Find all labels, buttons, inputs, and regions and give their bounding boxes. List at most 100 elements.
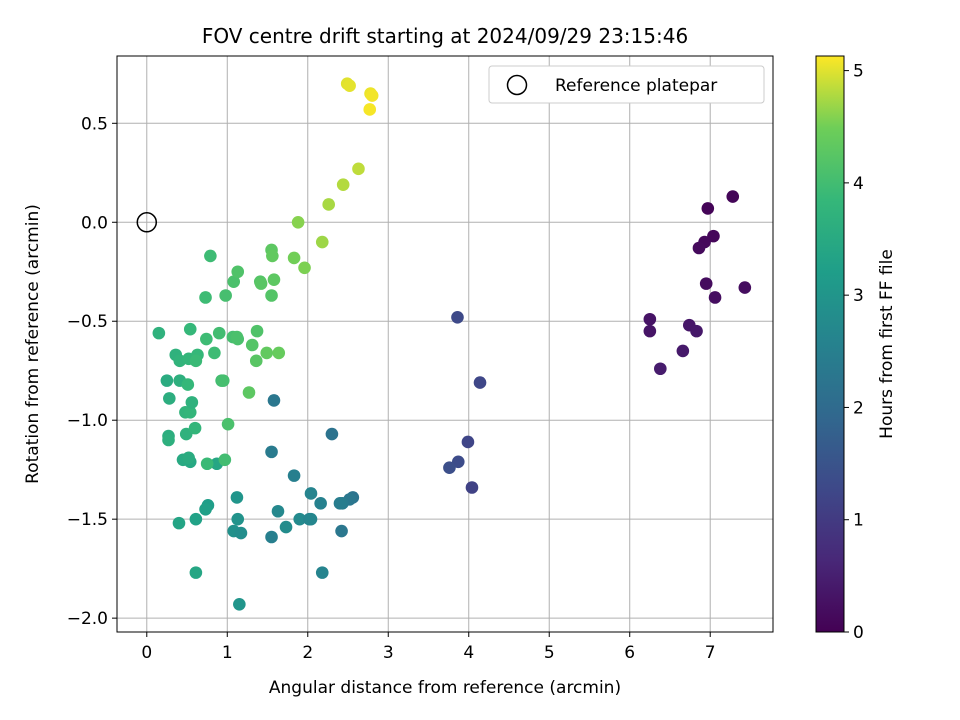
data-point: [183, 405, 197, 419]
data-point: [287, 251, 301, 265]
data-point: [336, 178, 350, 191]
data-point: [212, 326, 226, 340]
data-point: [443, 461, 456, 475]
y-tick-label: −1.0: [67, 411, 108, 431]
data-point: [654, 362, 667, 376]
data-point: [690, 324, 703, 338]
data-point: [208, 346, 221, 360]
data-point: [218, 453, 232, 467]
data-point: [293, 512, 307, 526]
data-point: [352, 162, 365, 176]
data-point: [249, 354, 263, 368]
x-tick-label: 2: [302, 643, 313, 663]
data-point: [183, 322, 197, 336]
data-point: [271, 504, 285, 518]
data-point: [465, 481, 479, 494]
colorbar-tick-label: 2: [853, 398, 864, 418]
data-point: [333, 497, 347, 510]
data-point: [643, 324, 657, 338]
data-point: [314, 497, 327, 510]
x-tick-label: 5: [544, 643, 555, 663]
data-point: [322, 198, 335, 211]
data-point: [227, 275, 241, 288]
data-point: [179, 427, 193, 441]
data-point: [325, 427, 339, 441]
colorbar-tick-label: 1: [853, 511, 864, 531]
x-tick-label: 6: [624, 643, 635, 663]
data-point: [676, 344, 690, 358]
data-point: [231, 265, 245, 279]
data-point: [152, 326, 166, 340]
y-tick-label: 0.5: [81, 114, 108, 134]
data-point: [260, 346, 274, 360]
data-point: [363, 103, 377, 116]
plot-area: [117, 56, 773, 632]
data-point: [230, 491, 244, 504]
reference-marker: [136, 212, 158, 233]
y-tick-label: 0.0: [81, 213, 108, 233]
data-point: [315, 235, 329, 249]
data-point: [699, 277, 713, 290]
data-point: [189, 354, 203, 368]
colorbar-tick-label: 4: [853, 174, 864, 194]
y-axis-ticks: 0.5 0.0 −0.5 −1.0 −1.5 −2.0: [67, 114, 117, 629]
data-point: [231, 332, 245, 346]
x-tick-label: 0: [141, 643, 152, 663]
plot-frame: [116, 55, 774, 633]
x-tick-label: 4: [463, 643, 474, 663]
data-point: [365, 89, 379, 102]
data-point: [461, 435, 475, 449]
data-point: [265, 289, 278, 302]
data-point: [473, 376, 487, 389]
data-point: [182, 451, 195, 465]
y-axis-label: Rotation from reference (arcmin): [23, 204, 43, 484]
data-point: [692, 241, 706, 255]
colorbar-label: Hours from first FF file: [877, 249, 897, 439]
data-point: [701, 202, 715, 215]
colorbar: 0 1 2 3 4 5 Hours from first FF file: [815, 55, 897, 643]
data-point: [219, 289, 232, 302]
data-point: [231, 512, 245, 526]
data-point: [291, 215, 305, 229]
data-point: [199, 502, 212, 516]
data-point: [267, 273, 281, 286]
data-point: [726, 190, 740, 203]
data-points: [152, 77, 752, 611]
data-point: [162, 433, 175, 447]
data-point: [254, 277, 268, 290]
data-point: [233, 597, 246, 611]
data-point: [265, 445, 278, 459]
data-point: [188, 421, 202, 435]
data-point: [315, 566, 329, 579]
data-point: [304, 512, 318, 526]
legend: Reference platepar: [488, 65, 765, 104]
data-point: [242, 386, 256, 399]
y-tick-label: −2.0: [67, 609, 108, 629]
data-point: [343, 79, 356, 92]
data-point: [216, 374, 230, 387]
x-tick-label: 1: [222, 643, 233, 663]
data-point: [707, 229, 720, 243]
colorbar-tick-label: 0: [853, 623, 864, 643]
data-point: [335, 524, 348, 538]
data-point: [738, 281, 752, 294]
legend-entry-reference: Reference platepar: [555, 76, 717, 96]
data-point: [272, 346, 286, 360]
data-point: [266, 249, 279, 263]
data-point: [163, 392, 176, 405]
data-point: [304, 487, 318, 500]
colorbar-ticks: 0 1 2 3 4 5: [844, 62, 864, 643]
data-point: [287, 469, 301, 482]
data-point: [708, 291, 722, 304]
x-tick-label: 7: [705, 643, 716, 663]
data-point: [234, 526, 248, 540]
data-point: [189, 512, 203, 526]
data-point: [250, 324, 264, 338]
data-point: [185, 396, 199, 409]
legend-reference-marker: [506, 74, 528, 96]
colorbar-gradient: [815, 55, 845, 633]
data-point: [189, 566, 203, 579]
y-tick-label: −0.5: [67, 312, 108, 332]
x-axis-ticks: 0 1 2 3 4 5 6 7: [141, 632, 716, 663]
